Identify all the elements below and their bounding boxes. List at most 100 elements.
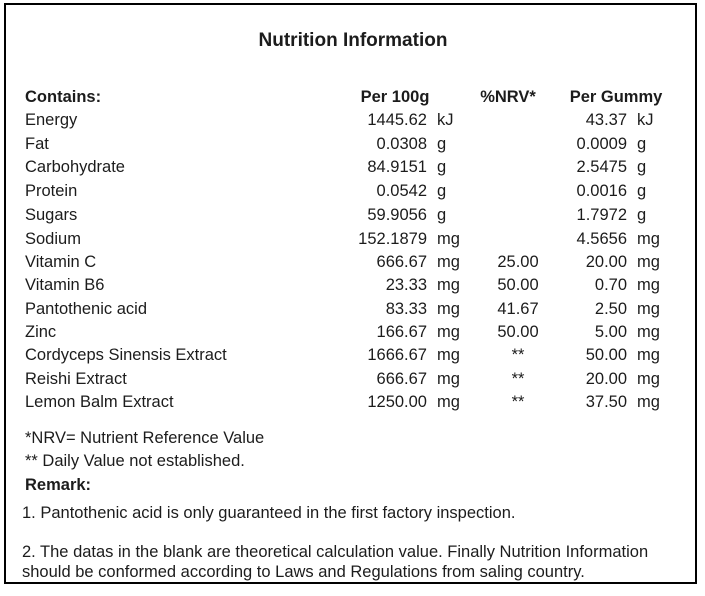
- per-gummy-value: 0.0009: [576, 134, 628, 153]
- table-row: Pantothenic acid 83.33 mg 41.67 2.50 mg: [25, 298, 675, 321]
- per-100g-value: 1250.00: [367, 392, 427, 411]
- per-100g-value: 0.0542: [376, 182, 427, 201]
- per-100g-value: 166.67: [376, 322, 427, 341]
- nrv-value: 25.00: [497, 253, 539, 272]
- per-gummy-value: 0.70: [594, 276, 628, 295]
- per-100g-unit: g: [437, 206, 447, 225]
- table-row: Zinc 166.67 mg 50.00 5.00 mg: [25, 321, 675, 344]
- per-gummy-unit: mg: [637, 346, 660, 365]
- column-header-per-100g: Per 100g: [360, 88, 430, 106]
- table-row: Cordyceps Sinensis Extract 1666.67 mg **…: [25, 344, 675, 367]
- per-gummy-unit: mg: [637, 276, 660, 295]
- nutrient-name: Zinc: [25, 322, 57, 341]
- per-gummy-unit: g: [637, 206, 647, 225]
- table-row: Lemon Balm Extract 1250.00 mg ** 37.50 m…: [25, 391, 675, 414]
- nrv-value: 50.00: [497, 276, 539, 295]
- per-gummy-value: 2.50: [594, 299, 628, 318]
- per-100g-unit: mg: [437, 392, 460, 411]
- nutrient-name: Sugars: [25, 206, 78, 225]
- per-100g-value: 152.1879: [358, 229, 427, 248]
- column-header-nrv: %NRV*: [480, 88, 536, 106]
- per-gummy-unit: g: [637, 134, 647, 153]
- nutrient-name: Fat: [25, 134, 49, 153]
- nutrient-name: Cordyceps Sinensis Extract: [25, 346, 227, 365]
- per-100g-unit: mg: [437, 369, 460, 388]
- per-gummy-unit: mg: [637, 322, 660, 341]
- nutrient-name: Carbohydrate: [25, 157, 125, 176]
- nrv-footnote: *NRV= Nutrient Reference Value: [25, 429, 265, 448]
- table-row: Vitamin B6 23.33 mg 50.00 0.70 mg: [25, 274, 675, 297]
- remark-item-2-line-2: should be conformed according to Laws an…: [22, 562, 585, 581]
- per-gummy-value: 2.5475: [576, 157, 628, 176]
- nrv-value: **: [511, 369, 525, 388]
- table-row: Protein 0.0542 g 0.0016 g: [25, 179, 675, 204]
- remark-item-2-line-1: 2. The datas in the blank are theoretica…: [22, 543, 649, 562]
- per-gummy-unit: mg: [637, 253, 660, 272]
- per-100g-unit: kJ: [437, 111, 454, 130]
- per-100g-unit: mg: [437, 276, 460, 295]
- per-gummy-unit: mg: [637, 299, 660, 318]
- per-gummy-unit: kJ: [637, 111, 654, 130]
- per-100g-value: 0.0308: [376, 134, 427, 153]
- nrv-value: [473, 133, 563, 156]
- per-gummy-unit: mg: [637, 229, 660, 248]
- daily-value-footnote: ** Daily Value not established.: [25, 452, 245, 471]
- nutrient-name: Vitamin C: [25, 253, 97, 272]
- per-100g-unit: mg: [437, 253, 460, 272]
- per-gummy-unit: g: [637, 157, 647, 176]
- per-gummy-value: 43.37: [585, 111, 628, 130]
- per-gummy-value: 37.50: [585, 392, 628, 411]
- nutrition-label-panel: Nutrition Information Contains: Per 100g…: [4, 3, 697, 584]
- per-100g-unit: g: [437, 134, 447, 153]
- per-gummy-value: 20.00: [585, 253, 628, 272]
- table-header-row: Contains: Per 100g %NRV* Per Gummy: [25, 86, 675, 109]
- per-100g-value: 666.67: [376, 369, 427, 388]
- nutrient-name: Pantothenic acid: [25, 299, 148, 318]
- per-100g-value: 83.33: [385, 299, 427, 318]
- column-header-contains: Contains:: [25, 88, 102, 106]
- nutrient-name: Reishi Extract: [25, 369, 127, 388]
- remark-item-1: 1. Pantothenic acid is only guaranteed i…: [22, 504, 516, 523]
- per-100g-unit: g: [437, 182, 447, 201]
- per-gummy-value: 1.7972: [576, 206, 628, 225]
- nrv-value: [473, 228, 563, 251]
- per-100g-value: 84.9151: [367, 157, 427, 176]
- per-gummy-value: 0.0016: [576, 182, 628, 201]
- nutrient-name: Vitamin B6: [25, 276, 105, 295]
- per-100g-unit: mg: [437, 299, 460, 318]
- page-title: Nutrition Information: [258, 30, 448, 51]
- per-100g-unit: g: [437, 157, 447, 176]
- nrv-value: [473, 204, 563, 227]
- table-row: Sodium 152.1879 mg 4.5656 mg: [25, 228, 675, 251]
- per-100g-value: 59.9056: [367, 206, 427, 225]
- column-header-per-gummy: Per Gummy: [569, 88, 663, 106]
- nrv-value: 50.00: [497, 322, 539, 341]
- remark-heading: Remark:: [25, 475, 92, 494]
- per-gummy-value: 4.5656: [576, 229, 628, 248]
- nrv-value: [473, 156, 563, 179]
- per-100g-value: 1666.67: [367, 346, 427, 365]
- nutrition-table: Contains: Per 100g %NRV* Per Gummy Energ…: [25, 86, 675, 414]
- remark-item-2: 2. The datas in the blank are theoretica…: [22, 543, 681, 582]
- table-row: Reishi Extract 666.67 mg ** 20.00 mg: [25, 368, 675, 391]
- per-gummy-value: 5.00: [594, 322, 628, 341]
- nutrient-name: Lemon Balm Extract: [25, 392, 174, 411]
- nrv-value: 41.67: [497, 299, 539, 318]
- per-gummy-value: 20.00: [585, 369, 628, 388]
- nrv-value: **: [511, 346, 525, 365]
- nutrient-name: Protein: [25, 182, 78, 201]
- per-100g-value: 23.33: [385, 276, 427, 295]
- per-gummy-unit: mg: [637, 392, 660, 411]
- per-gummy-value: 50.00: [585, 346, 628, 365]
- per-100g-unit: mg: [437, 346, 460, 365]
- per-100g-unit: mg: [437, 229, 460, 248]
- per-gummy-unit: g: [637, 182, 647, 201]
- table-row: Sugars 59.9056 g 1.7972 g: [25, 204, 675, 227]
- table-row: Fat 0.0308 g 0.0009 g: [25, 133, 675, 156]
- per-100g-value: 666.67: [376, 253, 427, 272]
- per-gummy-unit: mg: [637, 369, 660, 388]
- nrv-value: **: [511, 392, 525, 411]
- footnotes: *NRV= Nutrient Reference Value ** Daily …: [25, 427, 681, 474]
- nutrient-name: Sodium: [25, 229, 81, 248]
- table-row: Energy 1445.62 kJ 43.37 kJ: [25, 109, 675, 132]
